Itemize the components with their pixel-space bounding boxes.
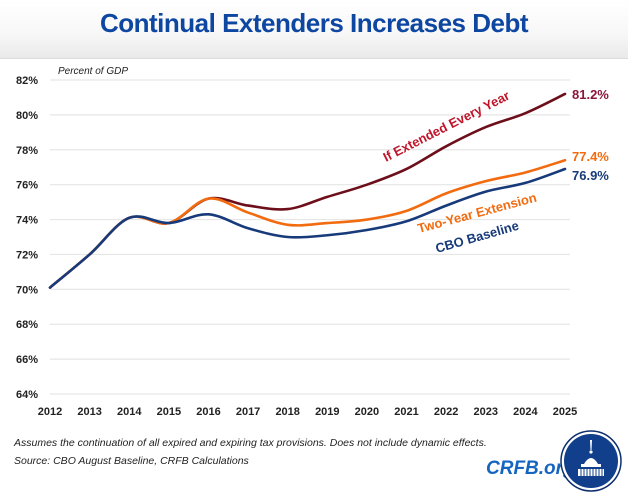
x-tick-label: 2025	[553, 406, 577, 418]
x-tick-label: 2015	[157, 406, 181, 418]
x-tick-label: 2022	[434, 406, 458, 418]
line-cbo-baseline	[48, 167, 567, 289]
y-tick-label: 70%	[16, 284, 38, 296]
title-bar: Continual Extenders Increases Debt	[0, 0, 628, 59]
x-tick-label: 2023	[474, 406, 498, 418]
x-tick-label: 2017	[236, 406, 260, 418]
x-axis-ticks: 2012 2013 2014 2015 2016 2017 2018 2019 2020 2021…	[38, 406, 577, 418]
x-tick-label: 2014	[117, 406, 142, 418]
gridlines	[50, 79, 570, 395]
y-tick-label: 76%	[16, 180, 38, 192]
x-tick-label: 2018	[275, 406, 299, 418]
y-tick-label: 72%	[16, 249, 38, 261]
x-tick-label: 2024	[513, 406, 538, 418]
y-tick-label: 78%	[16, 145, 38, 157]
x-tick-label: 2021	[394, 406, 418, 418]
y-axis-ticks: 64% 66% 68% 70% 72% 74% 76% 78% 80% 82%	[16, 75, 38, 401]
line-two-year-extension	[48, 158, 567, 289]
x-tick-label: 2012	[38, 406, 62, 418]
series-labels: 81.2%77.4%76.9%If Extended Every YearTwo…	[381, 87, 610, 256]
y-tick-label: 82%	[16, 75, 38, 87]
line-chart: 64%66%68%70%72%74%76%78%80%82% 2012 2013 2…	[16, 66, 610, 418]
series-lines	[48, 92, 567, 289]
capitol-dome-seal-icon	[560, 430, 622, 492]
y-axis-label: Percent of GDP	[58, 66, 128, 77]
x-tick-label: 2020	[355, 406, 379, 418]
y-tick-label: 64%	[16, 389, 38, 401]
x-tick-label: 2019	[315, 406, 339, 418]
y-tick-label: 74%	[16, 215, 38, 227]
footnote-assumptions: Assumes the continuation of all expired …	[14, 437, 487, 449]
chart-title: Continual Extenders Increases Debt	[99, 8, 529, 38]
y-tick-label: 66%	[16, 354, 38, 366]
y-tick-label: 68%	[16, 319, 38, 331]
end-label: 81.2%	[572, 87, 609, 102]
x-tick-label: 2013	[77, 406, 101, 418]
end-label: 76.9%	[572, 168, 609, 183]
footnote-source: Source: CBO August Baseline, CRFB Calcul…	[14, 455, 249, 467]
series-name-label: If Extended Every Year	[381, 88, 513, 165]
end-label: 77.4%	[572, 149, 609, 164]
y-tick-label: 80%	[16, 110, 38, 122]
crfb-link[interactable]: CRFB.org	[486, 458, 575, 479]
x-tick-label: 2016	[196, 406, 220, 418]
